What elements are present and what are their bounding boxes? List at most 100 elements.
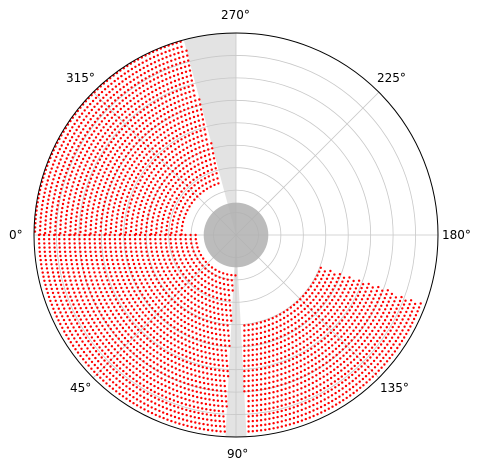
data-point-2728 [264,346,266,348]
data-point-2817 [341,302,343,304]
data-point-1710 [116,275,118,277]
data-point-3165 [276,400,278,402]
data-point-443 [122,168,124,170]
data-point-3057 [364,323,366,325]
data-point-2874 [296,356,298,358]
data-point-683 [80,222,82,224]
data-point-3120 [280,394,282,396]
data-point-506 [182,104,184,106]
data-point-2242 [221,405,223,407]
data-point-3335 [364,369,366,371]
data-point-2626 [306,298,308,300]
data-point-1725 [150,327,152,329]
data-point-1002 [53,197,55,199]
data-point-2716 [327,295,329,297]
data-point-101 [209,158,211,160]
data-point-2098 [142,366,144,368]
data-point-3322 [320,400,322,402]
data-point-3204 [395,296,397,298]
data-point-815 [97,133,99,135]
data-point-783 [70,217,72,219]
data-point-1491 [206,325,208,327]
data-point-1084 [131,68,133,70]
data-point-694 [160,92,162,94]
data-point-229 [146,188,148,190]
data-point-2671 [276,332,278,334]
data-point-2896 [359,291,361,293]
data-point-1309 [216,297,218,299]
data-point-385 [181,121,183,123]
data-point-448 [113,187,115,189]
data-point-1311 [224,299,226,301]
data-point-3041 [315,368,317,370]
data-point-3178 [326,379,328,381]
data-point-3198 [384,319,386,321]
data-point-28 [182,206,184,208]
data-point-230 [144,192,146,194]
data-point-2079 [91,307,93,309]
data-point-2360 [169,403,171,405]
data-point-2330 [76,322,78,324]
data-point-2757 [252,354,254,356]
data-point-1314 [164,238,166,240]
data-point-2770 [302,335,304,337]
data-point-2741 [312,321,314,323]
data-point-3449 [391,354,393,356]
data-point-2634 [324,270,326,272]
data-point-2316 [56,267,58,269]
data-point-2452 [48,276,50,278]
data-point-1575 [124,242,126,244]
data-point-2643 [276,326,278,328]
data-point-373 [118,205,120,207]
data-point-287 [154,159,156,161]
data-point-1259 [204,280,206,282]
data-point-1203 [211,266,213,268]
data-point-820 [86,150,88,152]
data-point-766 [92,150,94,152]
data-point-2333 [83,333,85,335]
data-point-3432 [339,401,341,403]
data-point-472 [154,125,156,127]
data-point-2251 [61,263,63,265]
data-point-305 [125,227,127,229]
data-point-2392 [63,307,65,309]
data-point-328 [135,177,137,179]
data-point-1738 [197,354,199,356]
data-point-2291 [157,393,159,395]
data-point-1912 [104,299,106,301]
data-point-838 [65,222,67,224]
data-point-2640 [264,331,266,333]
data-point-613 [117,140,119,142]
data-point-332 [128,192,130,194]
data-point-217 [179,151,181,153]
data-point-1729 [163,338,165,340]
data-point-832 [68,197,70,199]
data-point-104 [197,163,199,165]
data-point-3060 [370,312,372,314]
data-point-1100 [81,113,83,115]
data-point-762 [102,136,104,138]
data-point-2089 [114,341,116,343]
data-point-1883 [178,363,180,365]
data-point-1958 [88,271,90,273]
data-point-2202 [85,318,87,320]
data-point-3271 [316,397,318,399]
data-point-2956 [311,359,313,361]
data-point-3280 [348,376,350,378]
data-point-1956 [86,263,88,265]
data-point-182 [202,145,204,147]
data-point-2154 [126,360,128,362]
data-point-1023 [139,69,141,71]
data-point-2822 [351,284,353,286]
data-point-2215 [119,361,121,363]
data-point-937 [65,172,67,174]
data-point-2792 [256,358,258,360]
data-point-2571 [174,421,176,423]
data-point-212 [197,141,199,143]
data-point-2887 [338,323,340,325]
data-point-2074 [82,287,84,289]
data-point-2041 [149,365,151,367]
data-point-1026 [128,76,130,78]
data-point-3318 [305,407,307,409]
data-point-2958 [318,355,320,357]
